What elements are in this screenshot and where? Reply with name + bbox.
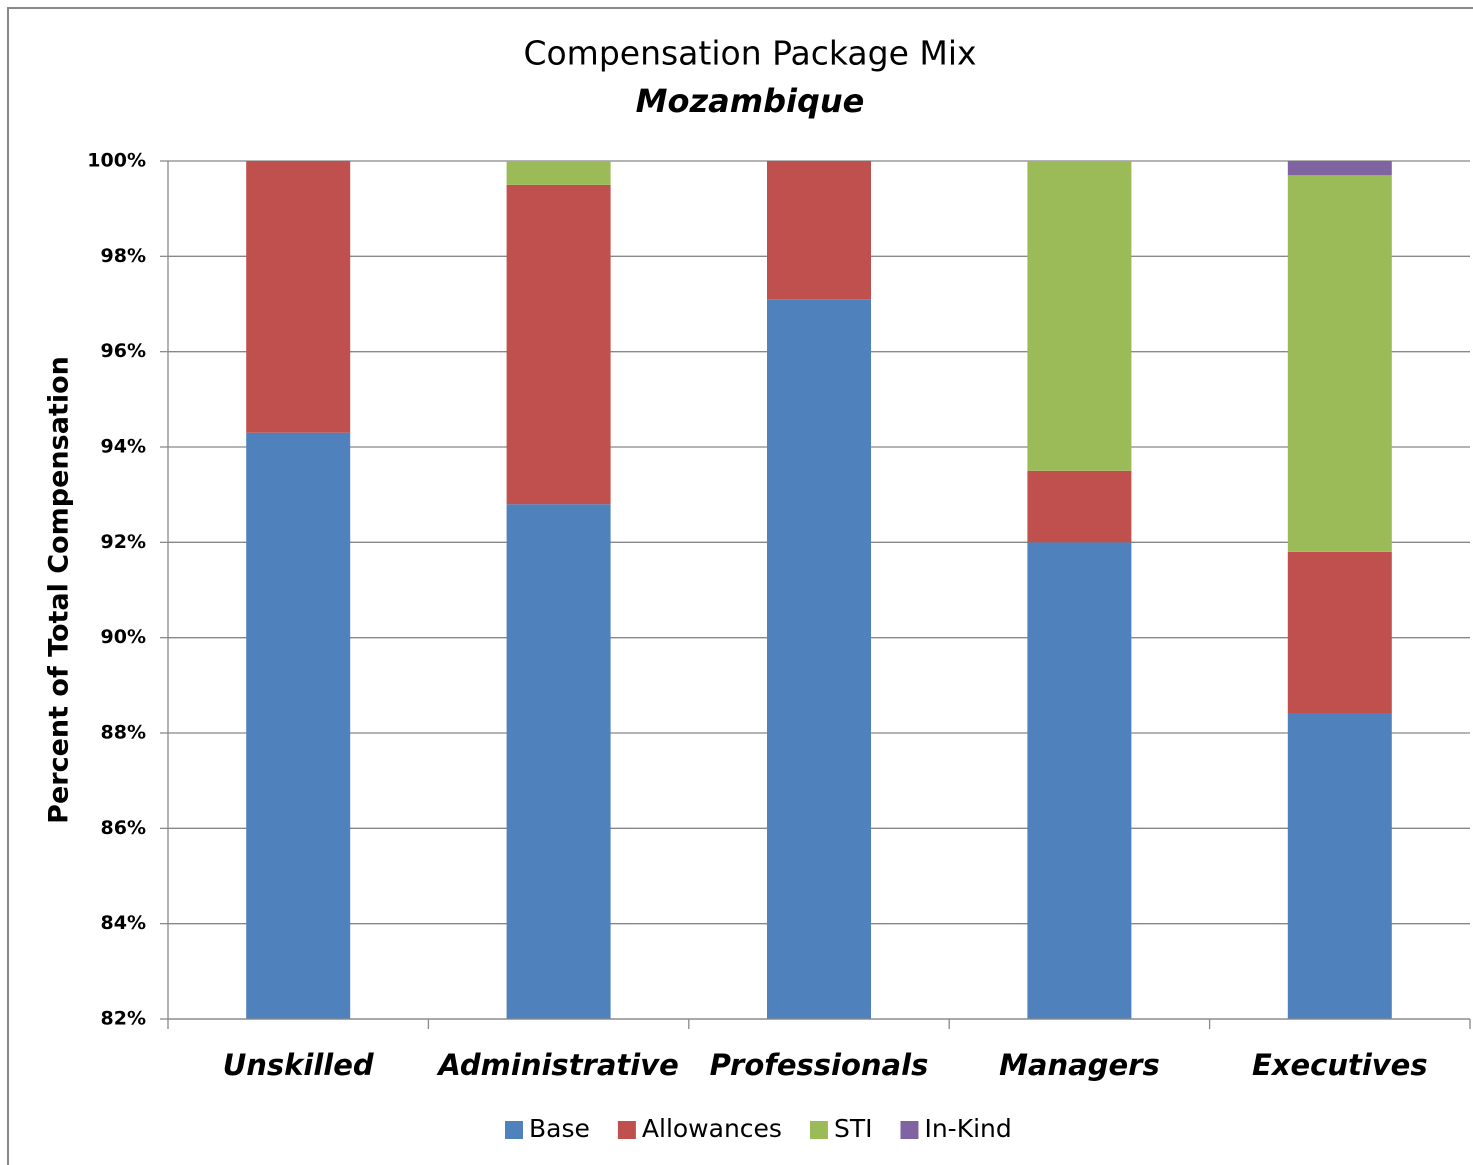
- x-tick-label: Unskilled: [223, 1048, 374, 1082]
- x-tick-label: Professionals: [710, 1048, 929, 1082]
- y-tick-label: 90%: [101, 626, 146, 648]
- bar-segment: [506, 161, 611, 185]
- bar-segment: [767, 161, 871, 300]
- y-tick-label: 84%: [101, 912, 146, 934]
- bar-segment: [1287, 551, 1392, 714]
- bar-segment: [506, 504, 611, 1019]
- legend-label: Base: [529, 1114, 590, 1143]
- x-tick-label: Executives: [1252, 1048, 1428, 1082]
- y-tick-label: 82%: [101, 1008, 146, 1030]
- y-tick-label: 88%: [101, 722, 146, 744]
- legend-swatch: [617, 1121, 636, 1139]
- y-tick-label: 98%: [101, 245, 146, 267]
- legend-swatch: [809, 1121, 828, 1139]
- legend-label: STI: [834, 1114, 873, 1143]
- y-tick-label: 96%: [101, 340, 146, 362]
- x-tick-label: Administrative: [436, 1048, 678, 1082]
- chart-subtitle: Mozambique: [636, 82, 865, 120]
- chart-frame: [7, 7, 1473, 1165]
- y-tick-label: 100%: [87, 150, 146, 172]
- y-tick-label: 92%: [101, 531, 146, 553]
- y-axis-label: Percent of Total Compensation: [44, 356, 75, 824]
- legend-swatch: [505, 1121, 523, 1139]
- bar-segment: [1287, 175, 1392, 552]
- chart-title: Compensation Package Mix: [523, 34, 976, 73]
- legend-swatch: [900, 1121, 919, 1139]
- bar-segment: [506, 184, 611, 505]
- bar-segment: [1027, 542, 1132, 1019]
- bar-segment: [1027, 470, 1132, 543]
- y-tick-label: 94%: [101, 436, 146, 458]
- bar-segment: [246, 161, 351, 433]
- bar-segment: [1287, 713, 1392, 1019]
- bar-segment: [246, 432, 351, 1019]
- x-tick-label: Managers: [999, 1048, 1160, 1082]
- bar-segment: [767, 299, 871, 1019]
- legend-label: In-Kind: [924, 1114, 1011, 1143]
- y-tick-label: 86%: [101, 817, 146, 839]
- legend-label: Allowances: [642, 1114, 782, 1143]
- bar-segment: [1287, 161, 1392, 176]
- bar-segment: [1027, 161, 1132, 471]
